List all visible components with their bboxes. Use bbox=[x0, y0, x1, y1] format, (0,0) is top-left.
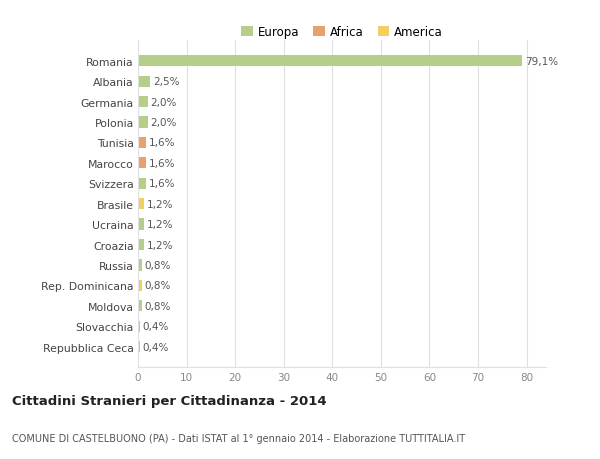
Bar bbox=[138, 77, 150, 88]
Text: 2,0%: 2,0% bbox=[151, 118, 177, 128]
Text: 1,2%: 1,2% bbox=[147, 240, 173, 250]
Bar bbox=[138, 97, 148, 108]
Text: 2,0%: 2,0% bbox=[151, 97, 177, 107]
Bar bbox=[138, 321, 140, 332]
Legend: Europa, Africa, America: Europa, Africa, America bbox=[236, 21, 448, 44]
Text: COMUNE DI CASTELBUONO (PA) - Dati ISTAT al 1° gennaio 2014 - Elaborazione TUTTIT: COMUNE DI CASTELBUONO (PA) - Dati ISTAT … bbox=[12, 433, 465, 442]
Bar bbox=[138, 56, 522, 67]
Bar bbox=[138, 219, 144, 230]
Bar bbox=[138, 199, 144, 210]
Text: 0,8%: 0,8% bbox=[145, 301, 171, 311]
Bar bbox=[138, 240, 144, 251]
Text: 79,1%: 79,1% bbox=[525, 57, 558, 67]
Bar bbox=[138, 260, 142, 271]
Text: 0,8%: 0,8% bbox=[145, 260, 171, 270]
Text: Cittadini Stranieri per Cittadinanza - 2014: Cittadini Stranieri per Cittadinanza - 2… bbox=[12, 394, 326, 407]
Text: 1,6%: 1,6% bbox=[149, 158, 175, 168]
Text: 0,4%: 0,4% bbox=[143, 342, 169, 352]
Bar bbox=[138, 178, 146, 190]
Bar bbox=[138, 341, 140, 353]
Text: 1,6%: 1,6% bbox=[149, 138, 175, 148]
Text: 1,2%: 1,2% bbox=[147, 199, 173, 209]
Bar bbox=[138, 138, 146, 149]
Text: 2,5%: 2,5% bbox=[153, 77, 179, 87]
Bar bbox=[138, 158, 146, 169]
Bar bbox=[138, 301, 142, 312]
Text: 1,2%: 1,2% bbox=[147, 219, 173, 230]
Text: 0,8%: 0,8% bbox=[145, 281, 171, 291]
Text: 0,4%: 0,4% bbox=[143, 321, 169, 331]
Text: 1,6%: 1,6% bbox=[149, 179, 175, 189]
Bar bbox=[138, 280, 142, 291]
Bar bbox=[138, 117, 148, 129]
